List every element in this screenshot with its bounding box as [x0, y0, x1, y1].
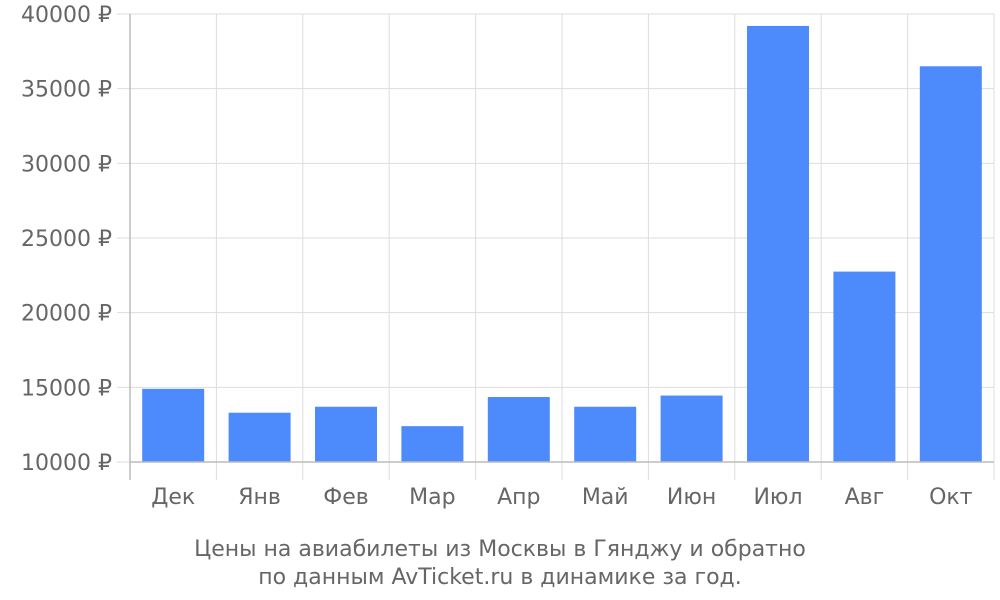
x-tick-label: Фев: [323, 485, 368, 510]
x-tick-label: Апр: [497, 485, 540, 510]
bar-3: [315, 406, 377, 462]
x-tick-label: Авг: [845, 485, 885, 510]
y-tick-label: 30000 ₽: [21, 152, 112, 177]
x-tick-label: Янв: [238, 485, 281, 510]
y-tick-label: 10000 ₽: [21, 451, 112, 476]
x-tick-label: Окт: [929, 485, 973, 510]
y-tick-label: 40000 ₽: [21, 3, 112, 28]
y-tick-label: 20000 ₽: [21, 302, 112, 327]
bars: [142, 25, 982, 463]
x-tick-label: Мар: [409, 485, 455, 510]
y-tick-label: 25000 ₽: [21, 227, 112, 252]
bar-10: [919, 66, 982, 463]
bar-2: [228, 412, 291, 462]
bar-4: [401, 426, 464, 462]
x-tick-label: Июл: [753, 485, 802, 510]
bar-5: [487, 397, 550, 462]
grid-lines: [117, 13, 995, 480]
axes: [129, 14, 994, 480]
caption-line-2: по данным AvTicket.ru в динамике за год.: [258, 565, 742, 590]
y-tick-label: 15000 ₽: [21, 376, 112, 401]
caption-line-1: Цены на авиабилеты из Москвы в Гянджу и …: [194, 537, 806, 562]
bar-1: [142, 388, 205, 462]
x-tick-label: Июн: [667, 485, 716, 510]
bar-8: [747, 25, 809, 463]
x-tick-label: Май: [582, 485, 629, 510]
tick-labels: 10000 ₽ 15000 ₽ 20000 ₽ 25000 ₽ 30000 ₽ 35000…: [21, 3, 973, 510]
bar-6: [574, 406, 637, 462]
bar-7: [660, 395, 723, 462]
y-tick-label: 35000 ₽: [21, 78, 112, 103]
x-tick-label: Дек: [151, 485, 195, 510]
bar-9: [833, 271, 896, 462]
